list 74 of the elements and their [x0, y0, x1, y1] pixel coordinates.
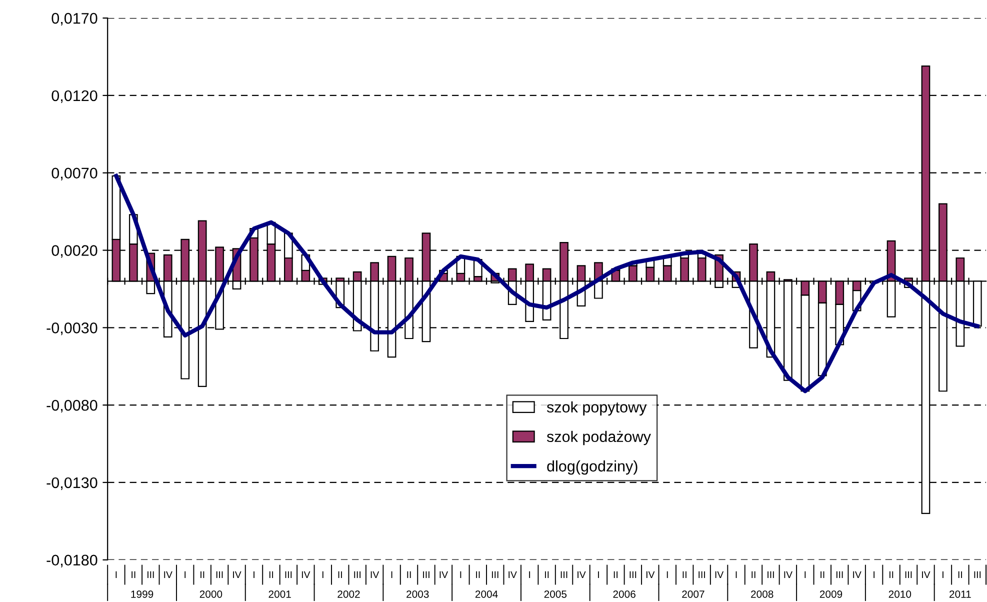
legend-label: szok popytowy	[546, 401, 647, 416]
text: 2000	[200, 590, 222, 598]
x-tick-label: I	[874, 571, 875, 578]
x-tick-label: II	[407, 571, 411, 578]
x-tick-label: IV	[784, 571, 792, 578]
y-tick-label: -0,0130	[46, 477, 98, 490]
text: 2008	[751, 590, 774, 598]
x-tick-label: III	[423, 571, 430, 578]
text: 2004	[475, 590, 498, 598]
x-tick-label: IV	[164, 571, 172, 578]
x-tick-label: I	[804, 571, 806, 578]
x-tick-label: III	[285, 571, 292, 578]
y-tick-label: -0,0080	[46, 400, 98, 413]
x-tick-label: I	[942, 571, 944, 578]
y-tick-label: 0,0070	[52, 168, 98, 180]
text: 2010	[888, 590, 912, 598]
x-tick-label: IV	[508, 571, 517, 578]
x-tick-label: II	[752, 571, 756, 578]
x-tick-label: IV	[440, 571, 448, 578]
x-tick-label: I	[322, 571, 324, 578]
x-tick-label: IV	[578, 571, 586, 578]
x-tick-label: I	[391, 571, 392, 578]
legend-label: szok podażowy	[546, 430, 651, 446]
x-tick-label: II	[544, 571, 549, 578]
x-tick-label: II	[958, 571, 962, 578]
x-tick-label: I	[460, 571, 462, 578]
x-tick-label: II	[682, 571, 686, 578]
x-tick-label: III	[147, 571, 154, 578]
text: 2011	[950, 590, 971, 598]
x-tick-label: I	[598, 571, 599, 578]
x-tick-label: I	[736, 571, 737, 578]
x-tick-label: III	[216, 571, 223, 578]
x-tick-label: IV	[853, 571, 862, 578]
x-tick-label: II	[476, 571, 480, 578]
text: 2002	[338, 590, 360, 598]
x-tick-label: II	[269, 571, 274, 578]
y-tick-label: 0,0170	[52, 12, 98, 26]
x-tick-label: II	[132, 571, 136, 578]
x-tick-label: III	[905, 571, 912, 578]
text: 2007	[682, 590, 704, 598]
x-tick-label: IV	[715, 571, 724, 578]
x-tick-label: I	[529, 571, 530, 578]
x-tick-label: I	[184, 571, 186, 578]
y-tick-label: 0,0020	[52, 245, 98, 258]
x-tick-label: II	[200, 571, 204, 578]
y-tick-label: -0,0030	[46, 322, 98, 336]
legend-label: dlog(godziny)	[547, 460, 638, 475]
text: 2009	[820, 590, 842, 598]
x-tick-label: III	[630, 571, 636, 578]
x-tick-label: III	[698, 571, 705, 578]
x-tick-label: II	[338, 571, 342, 578]
x-tick-label: I	[116, 571, 117, 578]
text: 2006	[613, 590, 636, 598]
x-tick-label: III	[768, 571, 774, 578]
x-tick-label: IV	[370, 571, 380, 578]
x-tick-label: II	[614, 571, 618, 578]
x-tick-label: IV	[922, 571, 930, 578]
x-tick-label: IV	[646, 571, 655, 578]
x-tick-label: II	[889, 571, 894, 578]
text: 2005	[544, 590, 567, 598]
x-tick-label: IV	[233, 571, 242, 578]
x-tick-label: III	[492, 571, 498, 578]
x-tick-label: I	[666, 571, 668, 578]
y-tick-label: -0,0180	[46, 554, 98, 568]
text: 1999	[131, 590, 154, 598]
x-tick-label: III	[354, 571, 360, 578]
x-tick-label: II	[820, 571, 824, 578]
x-tick-label: III	[974, 571, 981, 578]
text: 2003	[406, 590, 429, 598]
y-tick-label: 0,0120	[52, 90, 98, 103]
x-tick-label: III	[560, 571, 568, 578]
x-tick-label: IV	[302, 571, 310, 578]
text: 2001	[268, 590, 291, 598]
x-tick-label: III	[836, 571, 843, 578]
